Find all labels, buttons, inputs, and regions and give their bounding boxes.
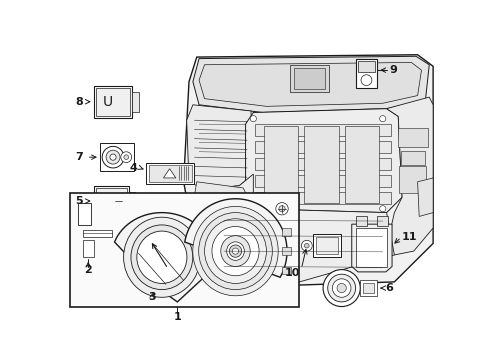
Polygon shape <box>192 56 428 112</box>
Circle shape <box>275 203 287 215</box>
Circle shape <box>106 150 120 164</box>
Bar <box>282 247 291 255</box>
Bar <box>355 216 366 226</box>
Text: 6: 6 <box>384 283 392 293</box>
Bar <box>357 61 374 72</box>
Text: 2: 2 <box>84 265 92 275</box>
Text: 8: 8 <box>75 97 82 107</box>
Circle shape <box>379 116 385 122</box>
Text: 7: 7 <box>75 152 82 162</box>
Circle shape <box>110 154 116 160</box>
Bar <box>304 126 338 203</box>
Bar <box>400 151 425 165</box>
Polygon shape <box>186 105 253 189</box>
Circle shape <box>323 270 360 306</box>
Bar <box>78 203 90 225</box>
Bar <box>100 143 134 171</box>
Bar <box>82 240 94 257</box>
Circle shape <box>121 152 131 163</box>
Text: 5: 5 <box>75 196 82 206</box>
Polygon shape <box>183 55 432 286</box>
Ellipse shape <box>131 225 192 289</box>
Text: 10: 10 <box>284 267 299 278</box>
Circle shape <box>102 147 123 168</box>
Text: 4: 4 <box>129 163 137 173</box>
Ellipse shape <box>198 213 272 289</box>
Bar <box>96 88 130 116</box>
Bar <box>376 216 387 226</box>
Polygon shape <box>386 97 432 255</box>
Bar <box>254 175 390 187</box>
Polygon shape <box>192 182 253 216</box>
Bar <box>70 193 299 307</box>
Bar <box>254 158 390 170</box>
Circle shape <box>301 240 311 251</box>
Text: 9: 9 <box>388 65 396 75</box>
Circle shape <box>250 206 256 212</box>
Bar <box>355 59 377 88</box>
Bar <box>289 65 328 92</box>
Polygon shape <box>199 174 393 286</box>
Bar <box>344 126 378 203</box>
Bar <box>293 68 324 89</box>
Circle shape <box>278 206 285 212</box>
Bar <box>101 195 115 207</box>
Circle shape <box>232 248 238 254</box>
Bar <box>146 163 194 184</box>
Polygon shape <box>184 199 286 277</box>
Bar <box>397 128 427 147</box>
Text: 3: 3 <box>148 292 156 302</box>
Bar <box>94 186 129 216</box>
Circle shape <box>250 116 256 122</box>
Circle shape <box>379 206 385 212</box>
Bar <box>315 237 337 254</box>
Bar <box>264 126 298 203</box>
Bar <box>363 283 373 293</box>
Bar <box>254 124 390 136</box>
Polygon shape <box>199 62 421 106</box>
Bar <box>94 86 132 118</box>
Polygon shape <box>417 178 432 216</box>
Ellipse shape <box>226 242 244 260</box>
Text: U: U <box>102 95 112 109</box>
Circle shape <box>229 245 241 257</box>
Circle shape <box>304 243 308 248</box>
Bar <box>360 280 377 296</box>
Ellipse shape <box>211 226 259 276</box>
Ellipse shape <box>220 236 250 266</box>
Bar <box>129 192 135 210</box>
Ellipse shape <box>192 206 278 296</box>
Text: 11: 11 <box>401 232 417 242</box>
Circle shape <box>327 274 355 302</box>
Ellipse shape <box>204 219 266 283</box>
Bar <box>254 192 390 204</box>
Bar <box>148 165 192 182</box>
Bar <box>398 166 425 193</box>
Circle shape <box>336 283 346 293</box>
Bar <box>96 188 127 214</box>
Circle shape <box>332 279 350 297</box>
Circle shape <box>123 155 128 159</box>
Ellipse shape <box>123 217 200 297</box>
Bar <box>356 228 386 266</box>
Bar <box>82 230 112 237</box>
Bar <box>282 266 291 274</box>
Polygon shape <box>163 169 176 178</box>
Text: 1: 1 <box>173 311 181 321</box>
Polygon shape <box>245 109 401 213</box>
Bar <box>312 234 340 257</box>
Polygon shape <box>351 224 391 272</box>
Bar <box>282 228 291 236</box>
Bar <box>254 141 390 153</box>
Circle shape <box>360 75 371 86</box>
Polygon shape <box>114 213 212 302</box>
Ellipse shape <box>137 231 186 283</box>
Bar <box>132 92 138 112</box>
